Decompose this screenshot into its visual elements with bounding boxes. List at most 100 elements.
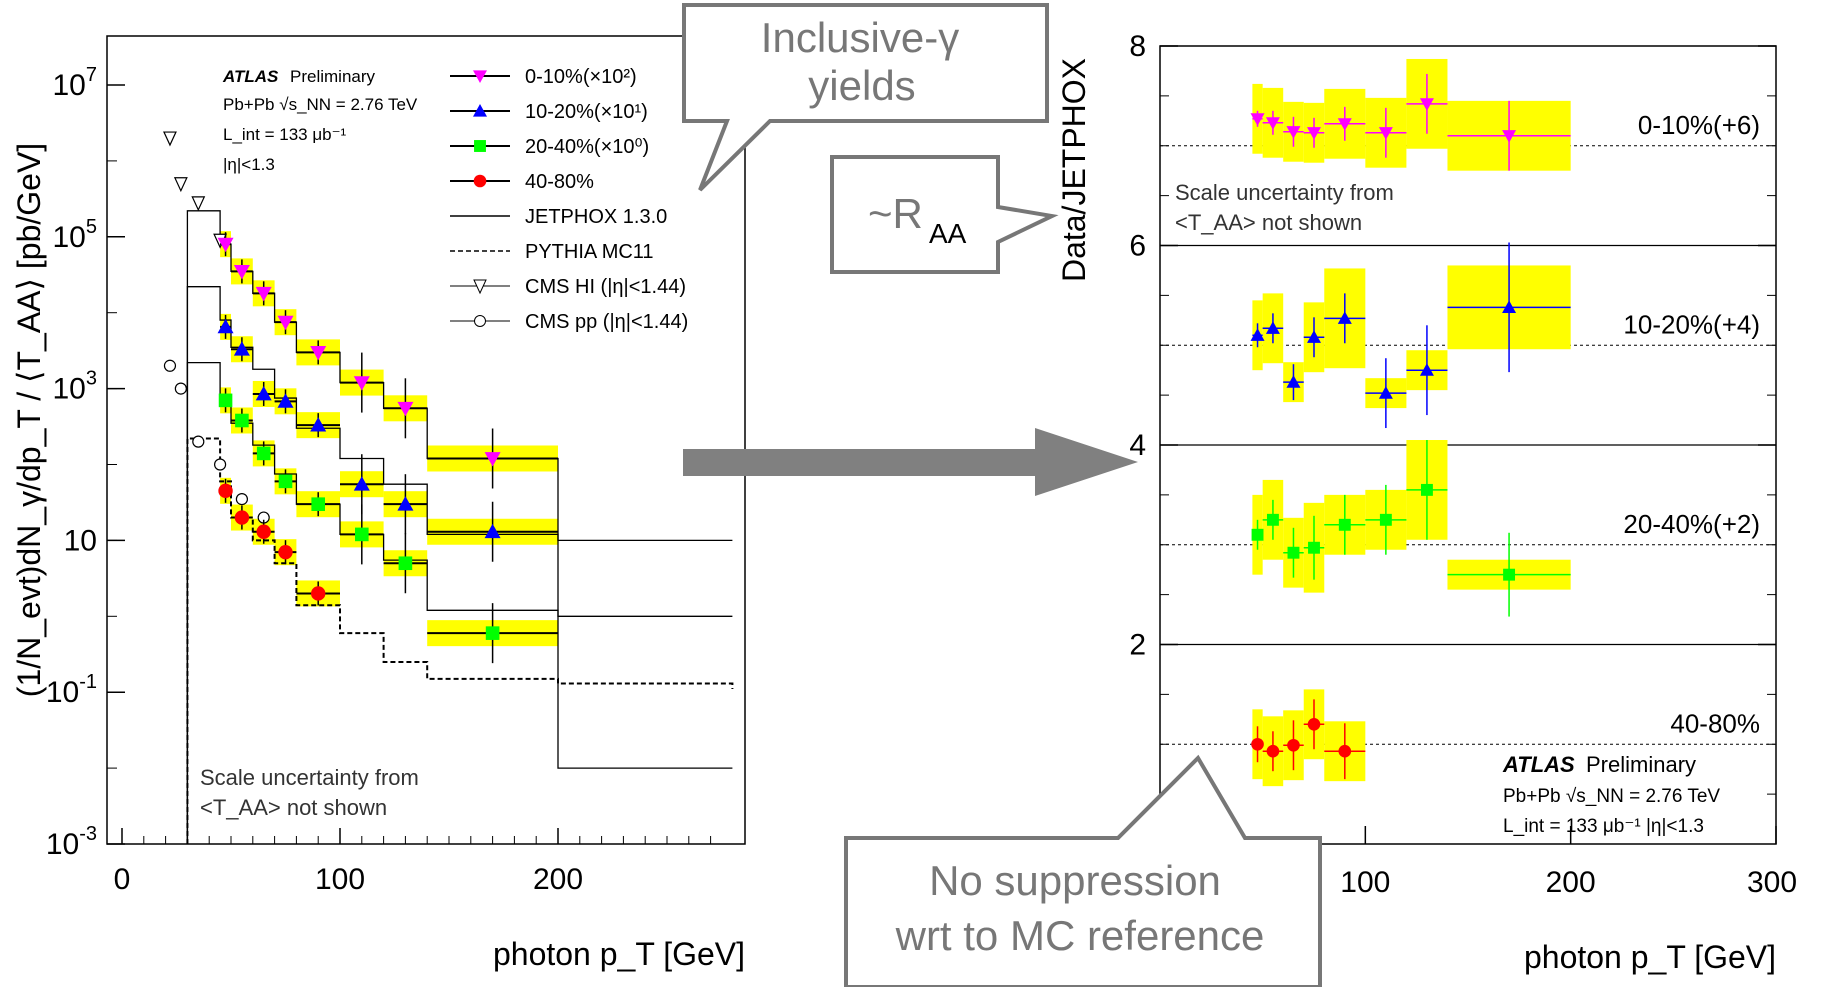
right-data-point — [1503, 568, 1516, 581]
left-data-point — [485, 626, 500, 640]
left-data-point — [233, 265, 250, 280]
callout-raa-sub: AA — [929, 218, 967, 249]
right-data-point — [1338, 518, 1351, 531]
left-data-point — [255, 286, 272, 302]
callout-raa-text: ~R — [868, 190, 923, 237]
right-xtick-label: 200 — [1546, 866, 1596, 899]
left-ylabel: (1/N_evt)dN_γ/dp_T / ⟨T_AA⟩ [pb/GeV] — [11, 143, 47, 697]
right-centrality-label: 10-20%(+4) — [1623, 309, 1760, 339]
right-data-point — [1287, 546, 1300, 559]
right-data-point — [1286, 126, 1301, 139]
legend-label: CMS pp (|η|<1.44) — [525, 311, 688, 333]
left-data-point — [278, 474, 293, 489]
right-centrality-label: 20-40%(+2) — [1623, 509, 1760, 539]
right-xtick-label: 300 — [1747, 866, 1797, 899]
left-data-point — [398, 556, 413, 571]
right-data-point — [1378, 386, 1393, 399]
cms-hi-point — [163, 131, 177, 147]
left-ytick-label: 10 — [64, 524, 97, 557]
left-data-point — [217, 237, 234, 253]
left-atlas-label: ATLAS — [222, 67, 279, 86]
left-ytick-label: 10-3 — [46, 823, 97, 861]
right-xlabel: photon p_T [GeV] — [1524, 939, 1776, 975]
left-data-point — [233, 341, 250, 356]
legend-label: 40-80% — [525, 171, 594, 193]
right-data-point — [1251, 737, 1264, 751]
cms-hi-point — [191, 196, 206, 212]
right-data-point — [1287, 738, 1300, 752]
cms-pp-point — [163, 359, 177, 372]
left-xtick-label: 0 — [114, 863, 131, 896]
left-data-point — [311, 586, 326, 601]
right-ytick-label: 6 — [1129, 230, 1146, 263]
left-data-point — [355, 527, 369, 542]
right-data-point — [1250, 113, 1265, 126]
left-note-1: Scale uncertainty from — [200, 765, 419, 790]
right-info-2: L_int = 133 μb⁻¹ |η|<1.3 — [1503, 816, 1704, 837]
right-note-1: Scale uncertainty from — [1175, 180, 1394, 205]
legend-label: 10-20%(×10¹) — [525, 101, 648, 123]
callout-nosupp-line2: wrt to MC reference — [895, 912, 1265, 959]
left-data-point — [217, 318, 234, 334]
left-data-point — [277, 393, 294, 408]
right-data-point — [1378, 127, 1393, 140]
right-data-points — [1250, 73, 1571, 780]
right-dividers — [1160, 145, 1776, 745]
cms-pp-point — [174, 382, 187, 395]
cms-pp-point — [235, 493, 248, 506]
arrow-shape — [683, 428, 1138, 496]
left-data-point — [255, 385, 272, 401]
legend-label: JETPHOX 1.3.0 — [525, 206, 667, 228]
right-data-point — [1338, 744, 1352, 758]
right-data-point — [1307, 127, 1321, 140]
right-data-point — [1251, 528, 1264, 541]
right-chart: 2 4 6 8 100 200 300 0-10%(+6) 10-20%(+4) 20-40%(… — [1056, 30, 1797, 975]
right-info-1: Pb+Pb √s_NN = 2.76 TeV — [1503, 786, 1720, 807]
right-data-point — [1265, 321, 1280, 334]
left-data-point — [277, 315, 294, 331]
legend-label: 0-10%(×10²) — [525, 66, 637, 88]
left-data-point — [397, 496, 414, 511]
right-uncertainty-bands — [1252, 58, 1571, 787]
cms-hi-point — [173, 177, 188, 193]
right-data-point — [1419, 98, 1434, 111]
right-data-point — [1286, 375, 1301, 388]
left-xtick-label: 100 — [315, 863, 365, 896]
right-ytick-label: 2 — [1129, 629, 1146, 662]
legend-marker — [473, 279, 487, 295]
left-plot-frame — [106, 35, 746, 845]
legend-marker — [474, 315, 486, 327]
left-data-point — [278, 544, 293, 560]
left-data-point — [234, 510, 250, 525]
left-chart: 0 100 200 10-3 10-1 10 103 105 107 (1/N_evt)dN_γ… — [11, 35, 746, 972]
left-ytick-label: 105 — [53, 216, 98, 254]
left-data-point — [256, 446, 271, 461]
left-data-point — [218, 483, 233, 499]
right-centrality-label: 40-80% — [1670, 708, 1760, 738]
right-note-2: <T_AA> not shown — [1175, 210, 1362, 235]
left-info-2: L_int = 133 μb⁻¹ — [223, 125, 347, 144]
right-data-point — [1307, 718, 1321, 731]
callout-raa: ~R AA — [830, 155, 1059, 274]
right-data-point — [1379, 513, 1392, 526]
left-data-point — [353, 376, 370, 391]
right-ytick-label: 8 — [1129, 30, 1146, 63]
right-ylabel: Data/JETPHOX — [1056, 58, 1092, 282]
left-note-2: <T_AA> not shown — [200, 795, 387, 820]
right-xtick-label: 100 — [1340, 866, 1390, 899]
legend-label: PYTHIA MC11 — [525, 241, 654, 263]
pythia-curve — [186, 437, 734, 844]
right-centrality-labels: 0-10%(+6) 10-20%(+4) 20-40%(+2) 40-80% — [1623, 110, 1760, 739]
right-centrality-label: 0-10%(+6) — [1638, 110, 1760, 140]
left-ytick-label: 10-1 — [46, 671, 97, 709]
left-atlas-suffix: Preliminary — [290, 67, 376, 86]
right-data-point — [1250, 328, 1265, 341]
right-ytick-label: 4 — [1129, 429, 1146, 462]
left-xlabel: photon p_T [GeV] — [493, 936, 745, 972]
left-data-points — [217, 232, 558, 664]
right-data-point — [1337, 311, 1352, 324]
right-data-point — [1265, 117, 1280, 130]
right-axes: 2 4 6 8 100 200 300 — [1129, 30, 1797, 899]
legend-marker — [473, 70, 487, 83]
right-data-point — [1419, 363, 1434, 376]
